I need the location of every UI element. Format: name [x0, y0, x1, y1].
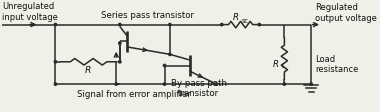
Circle shape — [163, 83, 166, 85]
Circle shape — [163, 64, 166, 67]
Circle shape — [54, 83, 57, 85]
Circle shape — [310, 83, 312, 85]
Text: R: R — [273, 60, 279, 69]
Circle shape — [169, 23, 171, 26]
Text: L: L — [282, 63, 285, 69]
Text: By pass path
transistor: By pass path transistor — [171, 79, 226, 98]
Text: Regulated
output voltage: Regulated output voltage — [315, 3, 377, 23]
Circle shape — [115, 83, 117, 85]
Circle shape — [215, 83, 218, 85]
Circle shape — [221, 23, 223, 26]
Circle shape — [54, 61, 57, 63]
Text: Unregulated
input voltage: Unregulated input voltage — [2, 2, 58, 22]
Circle shape — [119, 42, 121, 44]
Text: sc: sc — [241, 18, 249, 24]
Text: Signal from error amplifier: Signal from error amplifier — [77, 90, 191, 99]
Text: Load
resistance: Load resistance — [315, 55, 358, 74]
Circle shape — [119, 61, 121, 63]
Text: R: R — [233, 13, 239, 22]
Text: R: R — [84, 66, 91, 75]
Circle shape — [283, 83, 285, 85]
Text: Series pass transistor: Series pass transistor — [101, 11, 194, 20]
Circle shape — [54, 23, 57, 26]
Circle shape — [169, 53, 171, 56]
Circle shape — [119, 23, 121, 26]
Circle shape — [258, 23, 261, 26]
